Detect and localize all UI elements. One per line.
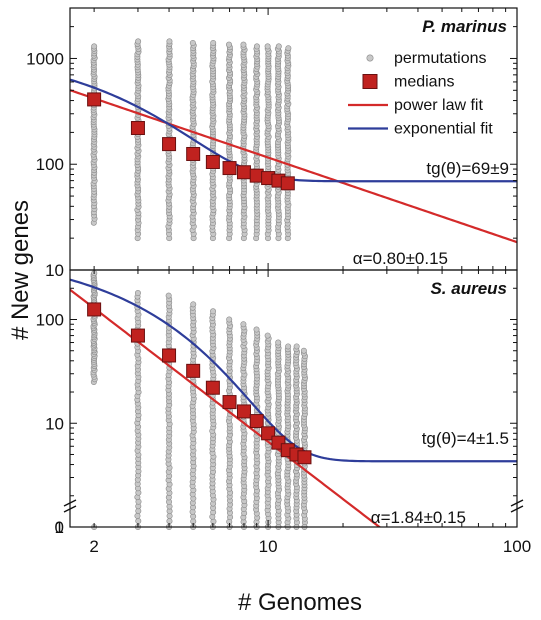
y-ticks: 10 100 1000 — [26, 7, 518, 280]
median-marker — [87, 92, 102, 107]
legend-label: medians — [394, 74, 454, 91]
y-tick-label: 1 — [55, 518, 64, 537]
x-tick-label: 100 — [503, 537, 531, 556]
plot-area — [70, 38, 517, 244]
y-tick-label: 1000 — [26, 49, 64, 68]
y-tick-label: 100 — [36, 311, 64, 330]
permutation-dot — [275, 43, 282, 50]
exponential-annotation: tg(θ)=69±9 — [426, 159, 509, 178]
median-marker — [130, 121, 145, 136]
permutation-dot — [210, 308, 217, 315]
axis-break-mark — [510, 505, 524, 513]
legend: permutations medians power law fit exponent… — [348, 50, 493, 138]
median-marker — [261, 426, 276, 441]
axis-break-mark — [510, 499, 524, 507]
permutation-dot — [300, 347, 307, 354]
median-marker — [130, 328, 145, 343]
legend-label: exponential fit — [394, 121, 493, 138]
panel-title: S. aureus — [430, 279, 507, 298]
permutation-dots — [90, 270, 309, 527]
y-tick-label: 10 — [45, 261, 64, 280]
permutation-dot — [253, 43, 260, 50]
permutation-dot — [135, 518, 142, 525]
median-marker — [87, 302, 102, 317]
y-axis-label: # New genes — [7, 200, 34, 340]
permutation-dot — [226, 316, 233, 323]
permutation-dot — [264, 332, 271, 339]
permutation-dots — [90, 38, 292, 242]
plot-area — [70, 270, 517, 527]
exponential-annotation: tg(θ)=4±1.5 — [422, 429, 509, 448]
y-tick-label: 100 — [36, 155, 64, 174]
permutation-dot — [225, 41, 232, 48]
y-ticks: 1 10 100 — [36, 269, 518, 537]
median-marker — [205, 154, 220, 169]
permutation-dot — [91, 43, 98, 50]
y-tick-label: 10 — [45, 414, 64, 433]
legend-square-marker — [362, 74, 378, 89]
shared-x-axis: 2 10 100 — [89, 537, 531, 556]
median-markers — [87, 92, 295, 191]
permutation-dot — [134, 512, 141, 519]
permutation-dot — [166, 518, 173, 525]
x-axis-label: # Genomes — [238, 589, 362, 616]
power-annotation: α=1.84±0.15 — [371, 508, 466, 527]
median-marker — [205, 380, 220, 395]
permutation-dot — [240, 41, 247, 48]
axis-break-mark — [63, 505, 77, 513]
power-law-fit-line — [70, 89, 517, 244]
permutation-dot — [190, 301, 197, 308]
permutation-dot — [210, 40, 217, 47]
permutation-dot — [189, 40, 196, 47]
median-marker — [222, 395, 237, 410]
legend-label: permutations — [394, 50, 487, 67]
permutation-dot — [135, 38, 142, 45]
x-tick-label: 2 — [89, 537, 98, 556]
permutation-dot — [264, 43, 271, 50]
median-marker — [162, 137, 177, 152]
panel-frame — [69, 269, 518, 528]
median-marker — [236, 165, 251, 180]
median-marker — [162, 348, 177, 363]
median-marker — [236, 404, 251, 419]
legend-label: power law fit — [394, 97, 483, 114]
permutation-dot — [165, 292, 172, 299]
median-marker — [186, 363, 201, 378]
permutation-dot — [166, 38, 173, 45]
median-marker — [186, 146, 201, 161]
median-markers — [87, 302, 312, 465]
permutation-dot — [285, 343, 292, 350]
x-tick-label: 10 — [259, 537, 278, 556]
median-marker — [297, 450, 312, 465]
permutation-dot — [240, 321, 247, 328]
permutation-dot — [293, 343, 300, 350]
power-annotation: α=0.80±0.15 — [353, 249, 448, 268]
panel-title: P. marinus — [422, 17, 507, 36]
panel-p-marinus: 10 100 1000 P. marinus tg(θ)=69±9 α=0.80±0.15 — [26, 7, 518, 280]
permutation-dot — [134, 290, 141, 297]
permutation-dot — [285, 45, 292, 52]
median-marker — [222, 161, 237, 176]
median-marker — [249, 414, 264, 429]
median-marker — [280, 176, 295, 191]
axis-break-mark — [63, 499, 77, 507]
permutation-dot — [253, 326, 260, 333]
panel-s-aureus: 1 10 100 S. aureus tg(θ)=4±1.5 α=1.84±0.15 0 — [36, 269, 524, 537]
legend-dot-marker — [366, 54, 374, 62]
permutation-dot — [275, 339, 282, 346]
y-tick-label-zero: 0 — [55, 518, 64, 537]
